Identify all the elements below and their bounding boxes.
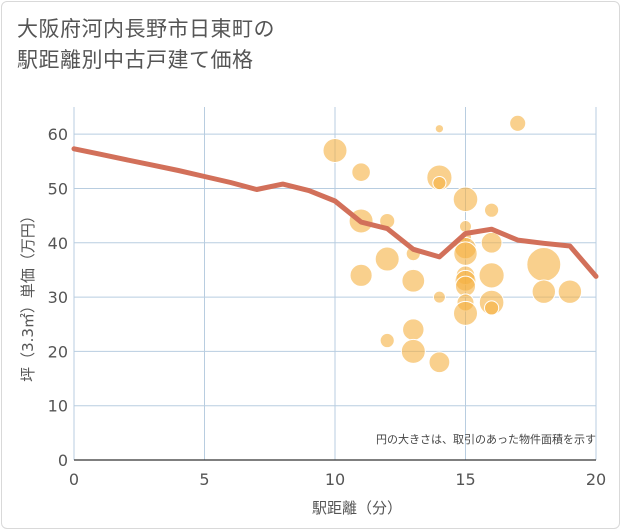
bubble-point (434, 124, 445, 134)
bubble-point (432, 290, 446, 304)
x-tick-label: 10 (325, 470, 345, 489)
y-tick-label: 0 (58, 451, 68, 470)
average-line-series (71, 146, 599, 279)
bubble-point (452, 186, 479, 213)
x-tick-label: 5 (199, 470, 209, 489)
bubble-point (379, 332, 395, 349)
y-tick-label: 30 (48, 288, 68, 307)
bubble-point (478, 262, 505, 289)
y-tick-label: 60 (48, 125, 68, 144)
bubble-point (351, 162, 371, 182)
bubble-point (484, 300, 500, 316)
bubble-point (526, 247, 562, 282)
y-tick-label: 10 (48, 397, 68, 416)
bubble-point (509, 114, 527, 132)
bubble-point (349, 263, 373, 287)
y-tick-label: 50 (48, 179, 68, 198)
bubble-point (401, 268, 426, 293)
chart-title: 大阪府河内長野市日東町の 駅距離別中古戸建て価格 (17, 14, 275, 76)
x-tick-label: 15 (455, 470, 475, 489)
bubble-series (322, 114, 583, 374)
bubble-point (322, 137, 348, 163)
average-price-line (71, 146, 599, 279)
bubble-point (454, 275, 477, 297)
bubble-point (531, 279, 556, 304)
y-tick-label: 40 (48, 234, 68, 253)
x-tick-label: 0 (69, 470, 79, 489)
bubble-point (557, 279, 583, 304)
axis-ticks: 0 10 20 30 40 50 60 0 5 10 15 20 (48, 125, 607, 489)
chart-title-line2: 駅距離別中古戸建て価格 (17, 48, 254, 72)
grid-lines (73, 107, 597, 461)
x-tick-label: 20 (586, 470, 606, 489)
bubble-point (428, 351, 451, 374)
bubble-point (480, 231, 503, 254)
y-tick-label: 20 (48, 342, 68, 361)
bubble-point (400, 338, 426, 364)
bubble-point (484, 202, 500, 218)
bubble-point (432, 175, 447, 191)
chart-title-line1: 大阪府河内長野市日東町の (17, 17, 275, 41)
bubble-point (453, 300, 478, 326)
bubble-point (374, 246, 400, 272)
y-axis-label: 坪（3.3㎡）単価（万円） (19, 208, 37, 382)
x-axis-label: 駅距離（分） (312, 499, 402, 517)
bubble-size-note: 円の大きさは、取引のあった物件面積を示す (376, 432, 596, 446)
bubble-point (402, 318, 425, 341)
bubble-point (453, 241, 478, 266)
